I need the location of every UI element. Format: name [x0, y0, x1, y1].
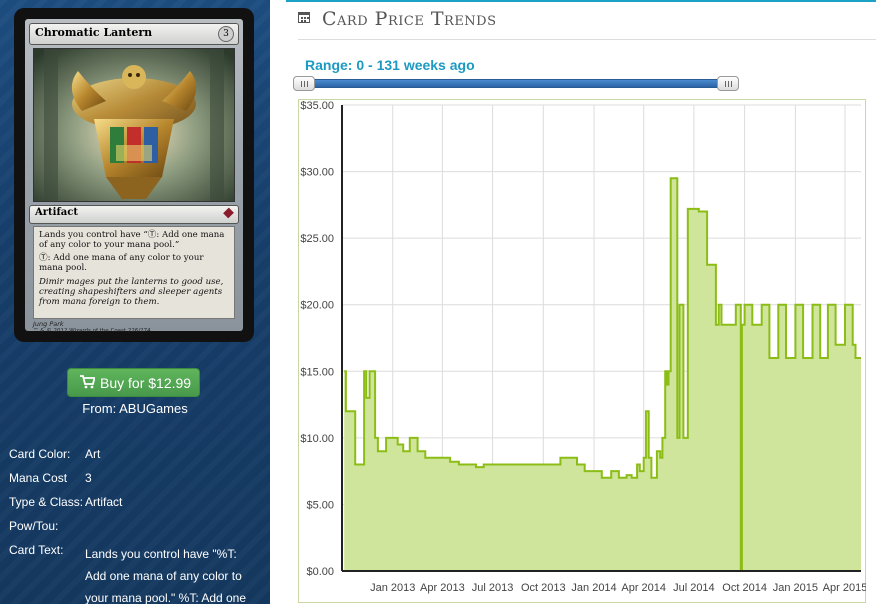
- x-tick-label: Jul 2014: [673, 582, 715, 594]
- card-copyright: ™ & © 2012 Wizards of the Coast 226/274: [33, 328, 151, 334]
- card-details: Card Color: Art Mana Cost 3 Type & Class…: [9, 445, 267, 604]
- mana-cost-symbol: 3: [218, 26, 234, 42]
- card-type-bar: Artifact: [29, 205, 239, 224]
- detail-value: Artifact: [85, 495, 123, 509]
- calendar-icon: [298, 12, 310, 23]
- price-area-fill: [344, 178, 861, 571]
- y-tick-label: $10.00: [300, 433, 334, 445]
- detail-row-text: Card Text: Lands you control have "%T: A…: [9, 541, 267, 604]
- detail-label: Type & Class:: [9, 495, 84, 509]
- card-image: Chromatic Lantern 3: [14, 8, 254, 342]
- card-artist: Jung Park: [33, 320, 64, 328]
- y-tick-label: $30.00: [300, 167, 334, 179]
- range-slider-min-handle[interactable]: [293, 76, 315, 91]
- price-series-line: [344, 177, 861, 572]
- y-tick-label: $5.00: [306, 499, 334, 511]
- section-title: Card Price Trends: [322, 8, 497, 30]
- y-tick-label: $20.00: [300, 300, 334, 312]
- x-tick-label: Jul 2013: [472, 582, 514, 594]
- card-sidebar: Chromatic Lantern 3: [0, 0, 270, 604]
- x-tick-label: Apr 2013: [420, 582, 465, 594]
- x-tick-label: Oct 2013: [521, 582, 566, 594]
- flavor-text: Dimir mages put the lanterns to good use…: [39, 276, 224, 308]
- y-tick-label: $25.00: [300, 233, 334, 245]
- lantern-illustration: [34, 49, 234, 201]
- card-footer: Jung Park ™ & © 2012 Wizards of the Coas…: [33, 320, 235, 334]
- shopping-cart-icon: [80, 375, 95, 389]
- card-art: [33, 48, 235, 202]
- detail-value: 3: [85, 471, 92, 485]
- rules-text-2: Ⓣ: Add one mana of any color to your man…: [39, 252, 204, 274]
- x-tick-label: Jan 2014: [571, 582, 616, 594]
- card-type-line: Artifact: [35, 207, 78, 218]
- buy-button-label: Buy for $12.99: [100, 375, 192, 391]
- range-slider-max-handle[interactable]: [717, 76, 739, 91]
- detail-row-color: Card Color: Art: [9, 445, 267, 469]
- buy-button[interactable]: Buy for $12.99: [67, 368, 200, 397]
- detail-row-type: Type & Class: Artifact: [9, 493, 267, 517]
- card-name: Chromatic Lantern: [35, 26, 153, 39]
- detail-row-mana: Mana Cost 3: [9, 469, 267, 493]
- detail-label: Pow/Tou:: [9, 519, 59, 533]
- card-name-bar: Chromatic Lantern 3: [29, 23, 239, 45]
- card-rules-box: Lands you control have “Ⓣ: Add one mana …: [33, 226, 235, 319]
- x-tick-label: Jan 2015: [773, 582, 818, 594]
- title-divider: [298, 39, 876, 40]
- x-tick-label: Jan 2013: [370, 582, 415, 594]
- range-label: Range: 0 - 131 weeks ago: [305, 57, 475, 73]
- detail-label: Card Color:: [9, 447, 71, 461]
- card-frame: Chromatic Lantern 3: [25, 19, 243, 334]
- accent-rule: [286, 0, 876, 2]
- y-tick-label: $0.00: [306, 566, 334, 578]
- y-tick-label: $35.00: [300, 100, 334, 112]
- seller-name: From: ABUGames: [82, 401, 188, 416]
- detail-value: Art: [85, 447, 101, 461]
- detail-value: Lands you control have "%T: Add one mana…: [85, 547, 247, 604]
- x-tick-label: Apr 2015: [823, 582, 866, 594]
- set-symbol-icon: [223, 207, 234, 219]
- detail-row-pow: Pow/Tou:: [9, 517, 267, 541]
- y-tick-label: $15.00: [300, 366, 334, 378]
- price-chart-svg: $0.00 $5.00 $10.00 $15.00 $20.00 $25.00 $30.00…: [298, 99, 866, 603]
- x-tick-label: Apr 2014: [621, 582, 666, 594]
- rules-text-1: Lands you control have “Ⓣ: Add one mana …: [39, 230, 225, 251]
- range-slider-track[interactable]: [293, 79, 739, 88]
- price-chart: $0.00 $5.00 $10.00 $15.00 $20.00 $25.00 $30.00…: [298, 99, 866, 603]
- x-tick-label: Oct 2014: [722, 582, 767, 594]
- detail-label: Mana Cost: [9, 471, 68, 485]
- range-slider[interactable]: [293, 76, 739, 91]
- detail-label: Card Text:: [9, 543, 64, 557]
